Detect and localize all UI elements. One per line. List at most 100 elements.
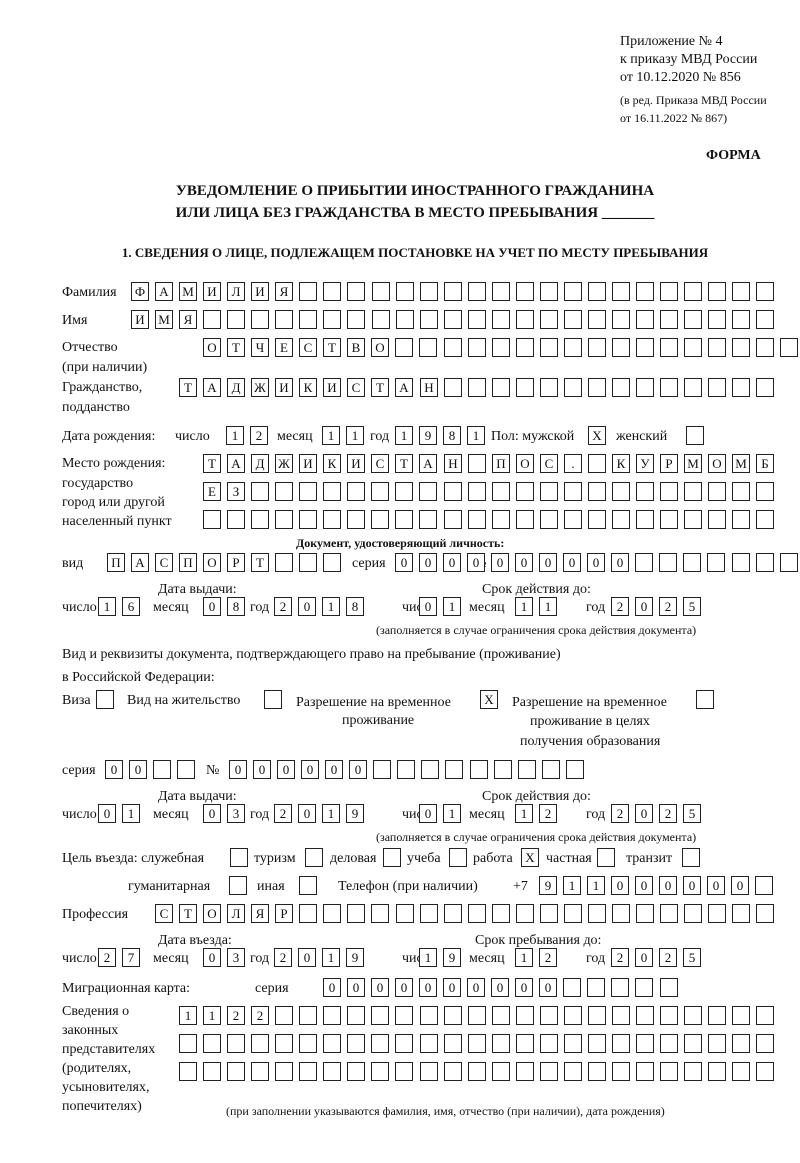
input-cell[interactable] <box>227 510 245 529</box>
input-cell[interactable] <box>587 978 605 997</box>
input-cell[interactable]: . <box>564 454 582 473</box>
input-cell[interactable]: 9 <box>346 804 364 823</box>
input-cell[interactable]: Ч <box>251 338 269 357</box>
input-cell[interactable] <box>518 760 536 779</box>
input-cell[interactable]: Р <box>660 454 678 473</box>
input-cell[interactable]: 7 <box>122 948 140 967</box>
input-cell[interactable]: 0 <box>347 978 365 997</box>
input-cell[interactable]: 0 <box>277 760 295 779</box>
input-cell[interactable] <box>421 760 439 779</box>
input-cell[interactable] <box>323 510 341 529</box>
input-cell[interactable] <box>444 510 462 529</box>
input-cell[interactable]: 2 <box>274 948 292 967</box>
input-cell[interactable] <box>275 1062 293 1081</box>
input-cell[interactable]: X <box>480 690 498 709</box>
input-cell[interactable] <box>732 482 750 501</box>
input-cell[interactable] <box>588 1062 606 1081</box>
input-cell[interactable] <box>660 338 678 357</box>
input-cell[interactable] <box>468 482 486 501</box>
input-cell[interactable] <box>612 338 630 357</box>
input-cell[interactable] <box>323 282 341 301</box>
input-cell[interactable] <box>686 426 704 445</box>
input-cell[interactable]: 9 <box>346 948 364 967</box>
input-cell[interactable] <box>251 310 269 329</box>
input-cell[interactable] <box>756 1006 774 1025</box>
input-cell[interactable]: И <box>323 378 341 397</box>
input-cell[interactable] <box>323 1062 341 1081</box>
input-cell[interactable] <box>203 510 221 529</box>
input-cell[interactable] <box>684 1006 702 1025</box>
input-cell[interactable] <box>468 378 486 397</box>
input-cell[interactable]: 0 <box>203 804 221 823</box>
input-cell[interactable] <box>371 1062 389 1081</box>
input-cell[interactable] <box>299 282 317 301</box>
input-cell[interactable] <box>780 553 798 572</box>
input-cell[interactable] <box>516 904 534 923</box>
input-cell[interactable]: Т <box>179 378 197 397</box>
input-cell[interactable] <box>444 378 462 397</box>
input-cell[interactable] <box>732 282 750 301</box>
input-cell[interactable]: П <box>107 553 125 572</box>
input-cell[interactable]: 2 <box>611 597 629 616</box>
input-cell[interactable]: 1 <box>122 804 140 823</box>
input-cell[interactable] <box>682 848 700 867</box>
input-cell[interactable]: 1 <box>322 804 340 823</box>
input-cell[interactable]: С <box>540 454 558 473</box>
input-cell[interactable] <box>636 338 654 357</box>
input-cell[interactable] <box>347 482 365 501</box>
input-cell[interactable]: Н <box>444 454 462 473</box>
input-cell[interactable] <box>203 310 221 329</box>
input-cell[interactable] <box>612 510 630 529</box>
input-cell[interactable]: Е <box>203 482 221 501</box>
input-cell[interactable] <box>227 310 245 329</box>
input-cell[interactable] <box>540 338 558 357</box>
input-cell[interactable] <box>492 310 510 329</box>
input-cell[interactable] <box>612 1034 630 1053</box>
input-cell[interactable]: Я <box>275 282 293 301</box>
input-cell[interactable] <box>96 690 114 709</box>
input-cell[interactable]: М <box>732 454 750 473</box>
input-cell[interactable] <box>397 760 415 779</box>
input-cell[interactable] <box>299 904 317 923</box>
input-cell[interactable] <box>684 904 702 923</box>
input-cell[interactable] <box>383 848 401 867</box>
input-cell[interactable]: У <box>636 454 654 473</box>
input-cell[interactable]: 0 <box>467 553 485 572</box>
input-cell[interactable] <box>588 1006 606 1025</box>
input-cell[interactable] <box>323 1006 341 1025</box>
input-cell[interactable] <box>468 454 486 473</box>
input-cell[interactable]: 0 <box>419 804 437 823</box>
input-cell[interactable] <box>756 378 774 397</box>
input-cell[interactable]: 0 <box>395 553 413 572</box>
input-cell[interactable] <box>420 1062 438 1081</box>
input-cell[interactable]: 8 <box>227 597 245 616</box>
input-cell[interactable] <box>347 282 365 301</box>
input-cell[interactable] <box>588 282 606 301</box>
input-cell[interactable]: Я <box>251 904 269 923</box>
input-cell[interactable] <box>684 282 702 301</box>
input-cell[interactable] <box>419 510 437 529</box>
input-cell[interactable]: 0 <box>298 948 316 967</box>
input-cell[interactable] <box>468 1062 486 1081</box>
input-cell[interactable] <box>468 1006 486 1025</box>
input-cell[interactable] <box>660 904 678 923</box>
input-cell[interactable]: Т <box>251 553 269 572</box>
input-cell[interactable]: А <box>203 378 221 397</box>
input-cell[interactable] <box>588 482 606 501</box>
input-cell[interactable]: 1 <box>179 1006 197 1025</box>
input-cell[interactable]: К <box>299 378 317 397</box>
input-cell[interactable] <box>540 310 558 329</box>
input-cell[interactable] <box>420 1006 438 1025</box>
input-cell[interactable] <box>611 978 629 997</box>
input-cell[interactable]: О <box>516 454 534 473</box>
input-cell[interactable]: 1 <box>443 804 461 823</box>
input-cell[interactable] <box>347 1062 365 1081</box>
input-cell[interactable] <box>588 510 606 529</box>
input-cell[interactable]: 1 <box>539 597 557 616</box>
input-cell[interactable]: З <box>227 482 245 501</box>
input-cell[interactable] <box>468 510 486 529</box>
input-cell[interactable]: С <box>155 904 173 923</box>
input-cell[interactable] <box>492 378 510 397</box>
input-cell[interactable]: 2 <box>250 426 268 445</box>
input-cell[interactable] <box>372 282 390 301</box>
